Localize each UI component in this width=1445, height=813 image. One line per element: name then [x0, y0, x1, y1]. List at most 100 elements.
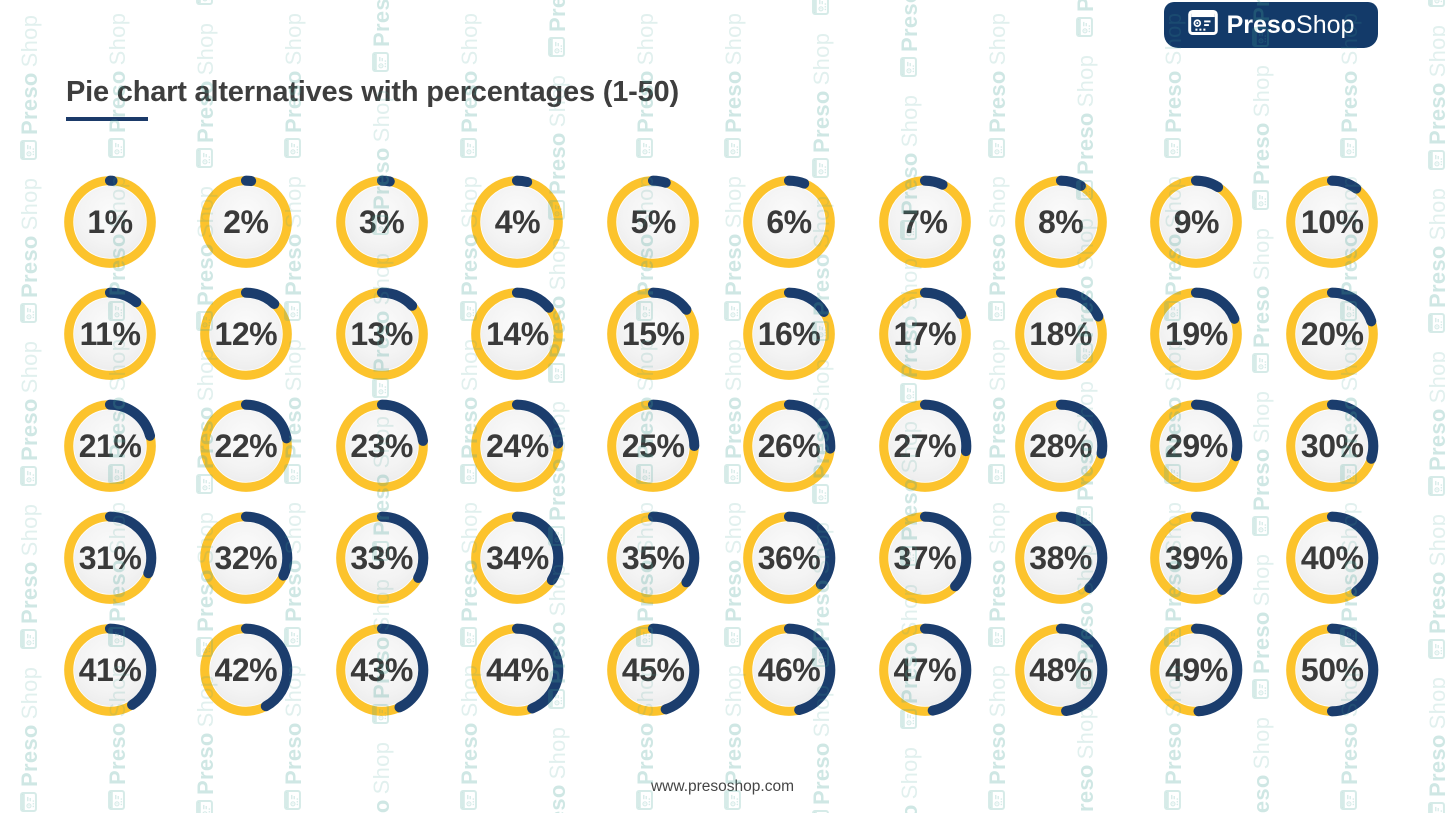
- donut-inner-disc: [1160, 186, 1233, 258]
- donut-inner-disc: [345, 298, 418, 370]
- donut-inner-disc: [209, 186, 282, 258]
- donut-value-arc: [878, 511, 972, 605]
- donut-inner-disc: [345, 634, 418, 706]
- donut-value-arc: [335, 399, 428, 493]
- donut-ring-svg: [199, 511, 293, 605]
- donut-ring-svg: [1285, 623, 1379, 717]
- donut-ring-svg: [1285, 175, 1379, 269]
- presentation-board-icon: [1339, 138, 1361, 159]
- donut-label: 21%: [78, 427, 142, 464]
- donut-inner-disc: [345, 410, 418, 482]
- donut-ring-svg: [471, 399, 564, 493]
- donut-value-arc: [1014, 175, 1107, 269]
- donut-value-arc: [1150, 399, 1243, 493]
- donut-ring-svg: [606, 399, 700, 493]
- donut-label: 12%: [214, 315, 278, 352]
- donut-value-arc: [878, 399, 972, 493]
- donut-value-arc: [1285, 287, 1379, 381]
- watermark-text-bold: Preso: [545, 0, 570, 32]
- presentation-board-icon: [1427, 639, 1445, 660]
- donut-inner-disc: [345, 186, 418, 258]
- donut-label: 40%: [1300, 539, 1364, 576]
- donut-inner-disc: [752, 634, 825, 706]
- watermark-text-bold: Preso: [1161, 722, 1186, 785]
- donut-inner-disc: [74, 186, 146, 258]
- donut-value-arc: [471, 175, 564, 269]
- donut-value-arc: [742, 511, 836, 605]
- donut-48pct: 48%: [1013, 622, 1109, 718]
- donut-inner-disc: [209, 522, 282, 594]
- donut-grid: 1% 2% 3% 4% 5% 6% 7% 8% 9% 10% 11% 12% 13% 14% 15% 16% 1…: [62, 174, 1380, 718]
- donut-35pct: 35%: [605, 510, 701, 606]
- watermark-text-light: Shop: [17, 666, 42, 720]
- donut-inner-disc: [74, 522, 146, 594]
- donut-value-arc: [199, 623, 293, 717]
- donut-ring-svg: [335, 175, 428, 269]
- donut-43pct: 43%: [334, 622, 430, 718]
- donut-40pct: 40%: [1284, 510, 1380, 606]
- donut-value-arc: [606, 287, 700, 381]
- donut-ring-svg: [1150, 399, 1243, 493]
- donut-ring-svg: [878, 287, 972, 381]
- watermark-text-light: Shop: [1425, 513, 1445, 567]
- donut-36pct: 36%: [741, 510, 837, 606]
- donut-6pct: 6%: [741, 174, 837, 270]
- donut-value-arc: [742, 287, 836, 381]
- donut-inner-disc: [888, 186, 961, 258]
- presentation-board-icon: [1427, 802, 1445, 813]
- watermark-text-bold: Preso: [721, 722, 746, 785]
- watermark-text-light: Shop: [281, 12, 306, 66]
- donut-46pct: 46%: [741, 622, 837, 718]
- donut-label: 37%: [893, 539, 957, 576]
- donut-inner-disc: [209, 410, 282, 482]
- watermark-text-bold: Preso: [985, 722, 1010, 785]
- donut-label: 32%: [214, 539, 278, 576]
- donut-ring-svg: [878, 623, 972, 717]
- donut-inner-disc: [1296, 186, 1369, 258]
- presentation-board-icon: [1187, 9, 1218, 40]
- donut-label: 24%: [486, 427, 549, 464]
- presentation-board-icon: [1075, 17, 1097, 38]
- donut-value-arc: [606, 399, 700, 493]
- watermark-text-bold: Preso: [17, 561, 42, 624]
- donut-value-arc: [471, 287, 564, 381]
- donut-23pct: 23%: [334, 398, 430, 494]
- donut-inner-disc: [1024, 186, 1097, 258]
- watermark-tile: PresoShop: [1073, 0, 1098, 38]
- donut-13pct: 13%: [334, 286, 430, 382]
- donut-label: 35%: [621, 539, 685, 576]
- donut-ring-svg: [199, 623, 293, 717]
- donut-ring-svg: [1150, 623, 1243, 717]
- watermark-text-light: Shop: [17, 340, 42, 394]
- presentation-board-icon: [547, 37, 569, 58]
- donut-inner-disc: [1160, 410, 1233, 482]
- donut-32pct: 32%: [198, 510, 294, 606]
- donut-value-arc: [1285, 511, 1379, 605]
- donut-1pct: 1%: [62, 174, 158, 270]
- page-title: Pie chart alternatives with percentages …: [66, 76, 679, 108]
- watermark-text-bold: Preso: [809, 90, 834, 153]
- donut-ring-svg: [63, 399, 157, 493]
- watermark-text-bold: Preso: [1337, 722, 1362, 785]
- donut-value-arc: [1285, 399, 1379, 493]
- donut-label: 50%: [1300, 651, 1364, 688]
- donut-label: 26%: [757, 427, 821, 464]
- donut-25pct: 25%: [605, 398, 701, 494]
- donut-label: 43%: [350, 651, 413, 688]
- donut-ring-svg: [742, 511, 836, 605]
- watermark-text-bold: Preso: [17, 235, 42, 298]
- donut-label: 18%: [1029, 315, 1092, 352]
- donut-ring-svg: [1014, 623, 1107, 717]
- donut-inner-disc: [1024, 522, 1097, 594]
- donut-ring-svg: [471, 623, 564, 717]
- donut-inner-disc: [1160, 634, 1233, 706]
- donut-19pct: 19%: [1148, 286, 1244, 382]
- donut-3pct: 3%: [334, 174, 430, 270]
- donut-ring-svg: [1014, 511, 1107, 605]
